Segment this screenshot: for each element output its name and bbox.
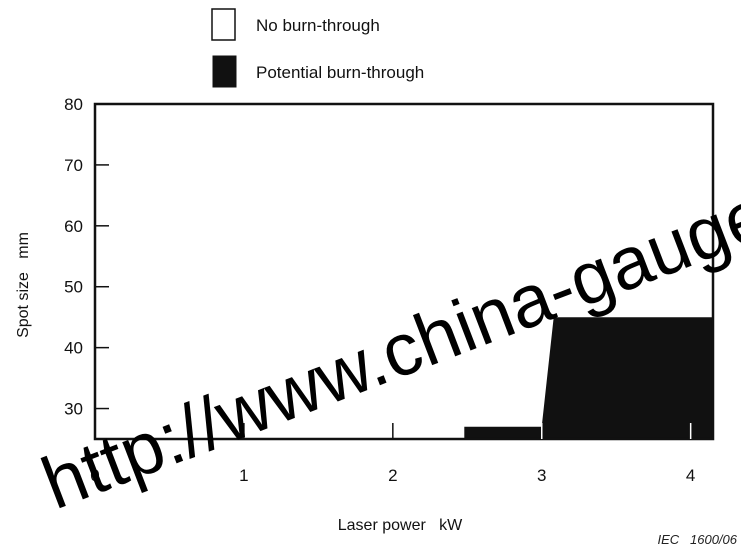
plot-frame bbox=[93, 102, 715, 441]
watermark-text: http://www.china-gauges.com bbox=[31, 101, 741, 525]
y-tick-label: 40 bbox=[64, 339, 83, 358]
y-tick-label: 80 bbox=[64, 95, 83, 114]
burn-through-region bbox=[464, 317, 713, 439]
x-axis-title: Laser power kW bbox=[338, 517, 463, 534]
x-tick-label: 0 bbox=[90, 466, 99, 485]
x-tick-label: 4 bbox=[686, 466, 695, 485]
y-axis-title: Spot size mm bbox=[15, 232, 32, 338]
legend: No burn-through Potential burn-through bbox=[211, 8, 424, 88]
figure-id: IEC 1600/06 bbox=[658, 532, 738, 547]
legend-label-no-burn-through: No burn-through bbox=[256, 16, 380, 35]
y-tick-label: 60 bbox=[64, 217, 83, 236]
legend-swatch-potential-burn-through bbox=[212, 55, 237, 88]
x-axis-ticks: 0 1 2 3 4 bbox=[90, 423, 695, 485]
legend-label-potential-burn-through: Potential burn-through bbox=[256, 63, 424, 82]
y-tick-label: 30 bbox=[64, 400, 83, 419]
x-tick-label: 3 bbox=[537, 466, 546, 485]
y-tick-label: 70 bbox=[64, 156, 83, 175]
legend-swatch-no-burn-through bbox=[211, 8, 236, 41]
x-tick-label: 1 bbox=[239, 466, 248, 485]
y-axis-ticks: 30 40 50 60 70 80 bbox=[64, 95, 109, 419]
x-tick-label: 2 bbox=[388, 466, 397, 485]
y-tick-label: 50 bbox=[64, 278, 83, 297]
